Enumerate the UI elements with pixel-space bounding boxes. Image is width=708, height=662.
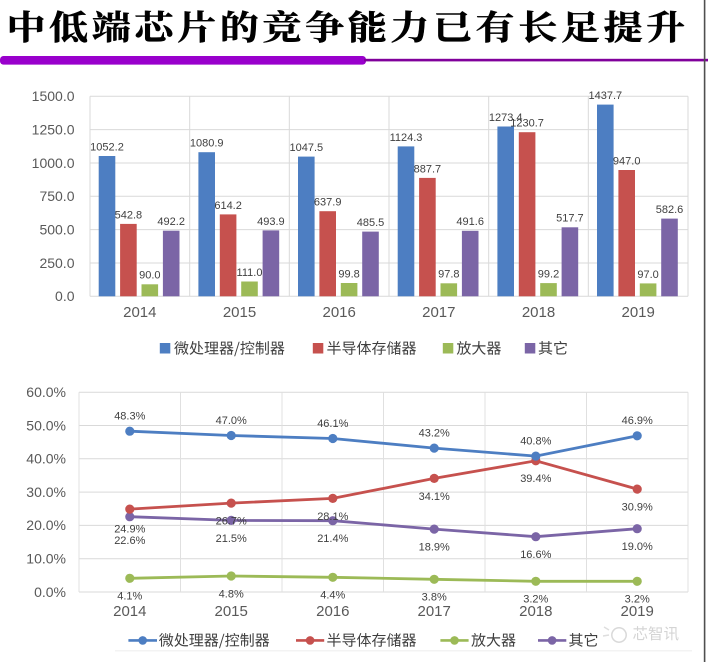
svg-text:2014: 2014 <box>123 304 156 321</box>
svg-text:90.0: 90.0 <box>139 270 160 282</box>
svg-text:2017: 2017 <box>422 304 455 321</box>
svg-text:614.2: 614.2 <box>214 200 242 212</box>
svg-text:50.0%: 50.0% <box>26 417 66 433</box>
svg-text:40.8%: 40.8% <box>520 436 551 448</box>
svg-text:2019: 2019 <box>622 304 655 321</box>
svg-text:1273.4: 1273.4 <box>489 112 523 124</box>
svg-text:2015: 2015 <box>215 603 248 620</box>
svg-text:22.6%: 22.6% <box>114 535 145 547</box>
svg-text:30.9%: 30.9% <box>622 502 653 514</box>
svg-text:4.1%: 4.1% <box>117 591 142 603</box>
svg-text:3.2%: 3.2% <box>523 594 548 606</box>
svg-text:2018: 2018 <box>519 603 552 620</box>
svg-text:26.7%: 26.7% <box>216 516 247 528</box>
svg-text:39.4%: 39.4% <box>520 473 551 485</box>
svg-text:1080.9: 1080.9 <box>190 138 224 150</box>
svg-text:99.8: 99.8 <box>338 268 359 280</box>
svg-text:99.2: 99.2 <box>538 269 559 281</box>
svg-text:250.0: 250.0 <box>39 255 74 271</box>
svg-text:3.8%: 3.8% <box>422 592 447 604</box>
svg-text:542.8: 542.8 <box>115 209 143 221</box>
svg-text:4.8%: 4.8% <box>219 588 244 600</box>
svg-text:10.0%: 10.0% <box>26 551 66 567</box>
svg-text:1124.3: 1124.3 <box>390 132 423 144</box>
svg-text:887.7: 887.7 <box>414 163 442 175</box>
svg-text:750.0: 750.0 <box>39 188 74 204</box>
svg-text:637.9: 637.9 <box>314 197 342 209</box>
svg-text:28.1%: 28.1% <box>317 511 348 523</box>
svg-text:43.2%: 43.2% <box>419 428 450 440</box>
svg-text:485.5: 485.5 <box>357 217 385 229</box>
svg-text:2019: 2019 <box>621 603 654 620</box>
svg-text:1250.0: 1250.0 <box>32 121 75 137</box>
svg-text:517.7: 517.7 <box>556 213 584 225</box>
svg-text:4.4%: 4.4% <box>320 590 345 602</box>
svg-text:2018: 2018 <box>522 304 555 321</box>
svg-text:3.2%: 3.2% <box>625 594 650 606</box>
svg-text:492.2: 492.2 <box>157 216 185 228</box>
svg-text:24.9%: 24.9% <box>114 523 145 535</box>
svg-text:18.9%: 18.9% <box>419 542 450 554</box>
svg-text:2015: 2015 <box>223 304 256 321</box>
svg-text:97.0: 97.0 <box>637 269 658 281</box>
svg-text:21.4%: 21.4% <box>317 533 348 545</box>
svg-text:46.1%: 46.1% <box>317 418 348 430</box>
svg-text:30.0%: 30.0% <box>26 484 66 500</box>
svg-text:40.0%: 40.0% <box>26 451 66 467</box>
svg-text:493.9: 493.9 <box>257 216 285 228</box>
svg-text:34.1%: 34.1% <box>419 491 450 503</box>
svg-text:1047.5: 1047.5 <box>289 142 323 154</box>
svg-text:19.0%: 19.0% <box>622 541 653 553</box>
svg-text:60.0%: 60.0% <box>26 384 66 400</box>
svg-text:1500.0: 1500.0 <box>32 88 75 104</box>
svg-text:48.3%: 48.3% <box>114 411 145 423</box>
svg-text:1052.2: 1052.2 <box>90 141 124 153</box>
svg-text:2016: 2016 <box>316 603 349 620</box>
svg-text:0.0%: 0.0% <box>34 584 66 600</box>
svg-text:491.6: 491.6 <box>456 216 484 228</box>
svg-text:947.0: 947.0 <box>613 155 641 167</box>
svg-text:21.5%: 21.5% <box>216 533 247 545</box>
svg-text:2017: 2017 <box>418 603 451 620</box>
svg-text:1000.0: 1000.0 <box>32 155 75 171</box>
svg-text:2014: 2014 <box>113 603 146 620</box>
svg-text:20.0%: 20.0% <box>26 517 66 533</box>
svg-text:97.8: 97.8 <box>438 269 459 281</box>
svg-text:1437.7: 1437.7 <box>588 90 622 102</box>
svg-text:2016: 2016 <box>323 304 356 321</box>
svg-text:0.0: 0.0 <box>55 288 75 304</box>
svg-text:582.6: 582.6 <box>656 204 684 216</box>
svg-text:47.0%: 47.0% <box>216 415 247 427</box>
svg-text:111.0: 111.0 <box>237 267 263 279</box>
svg-text:500.0: 500.0 <box>39 221 74 237</box>
svg-text:46.9%: 46.9% <box>622 415 653 427</box>
svg-text:1230.7: 1230.7 <box>510 118 544 130</box>
svg-text:16.6%: 16.6% <box>520 549 551 561</box>
